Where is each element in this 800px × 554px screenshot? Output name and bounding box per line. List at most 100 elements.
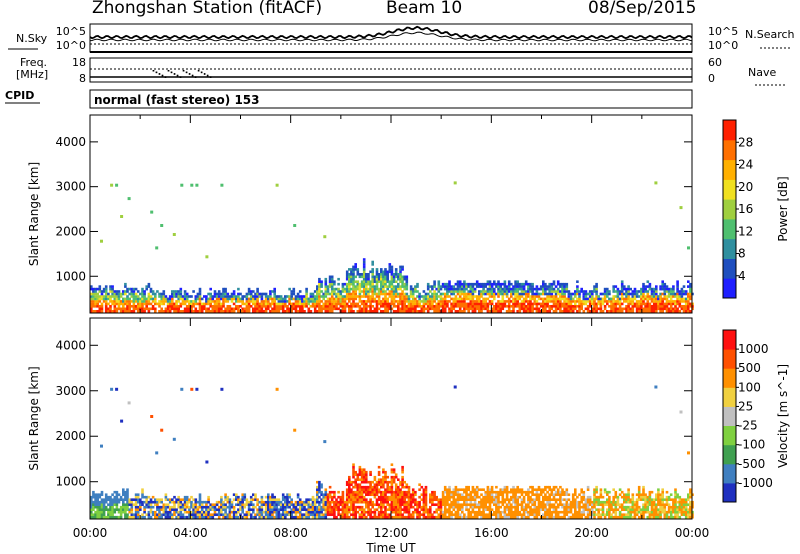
scatter-cell [633, 508, 637, 511]
scatter-cell [311, 498, 315, 501]
scatter-cell [448, 495, 451, 499]
scatter-cell [554, 515, 558, 519]
scatter-cell [659, 300, 662, 303]
scatter-cell [471, 490, 475, 494]
scatter-cell [166, 503, 170, 506]
scatter-cell [318, 505, 321, 509]
scatter-cell [663, 498, 667, 501]
scatter-cell [544, 505, 547, 509]
scatter-cell [399, 302, 402, 306]
scatter-cell [537, 510, 541, 514]
scatter-cell [473, 495, 477, 499]
scatter-cell [375, 485, 379, 489]
scatter-cell [348, 277, 351, 281]
scatter-cell [593, 285, 596, 288]
scatter-cell [424, 495, 428, 499]
scatter-cell [546, 305, 549, 308]
scatter-cell [147, 307, 151, 311]
scatter-cell [507, 290, 511, 293]
scatter-cell [354, 473, 357, 476]
scatter-cell [134, 515, 138, 519]
scatter-cell [461, 503, 464, 506]
scatter-cell [92, 297, 95, 301]
scatter-cell [348, 500, 351, 504]
scatter-cell [409, 285, 413, 288]
scatter-cell [682, 307, 686, 311]
scatter-cell [512, 500, 515, 504]
scatter-cell [469, 513, 473, 516]
scatter-cell [226, 500, 230, 504]
scatter-cell [369, 310, 372, 313]
scatter-cell [546, 285, 549, 288]
scatter-cell [382, 468, 385, 471]
scatter-cell [350, 480, 353, 484]
scatter-cell [667, 310, 671, 313]
scatter-cell [443, 513, 447, 516]
scatter-cell [149, 510, 153, 514]
scatter-cell [684, 300, 688, 303]
scatter-cell [90, 503, 93, 506]
scatter-cell [499, 510, 502, 514]
scatter-cell [198, 495, 202, 499]
scatter-cell [663, 510, 667, 514]
scatter-cell [461, 297, 464, 301]
scatter-cell [527, 302, 530, 306]
scatter-cell [452, 307, 456, 311]
scatter-cell [254, 498, 257, 501]
scatter-cell [563, 295, 566, 298]
scatter-cell [554, 285, 558, 288]
scatter-cell [437, 285, 441, 288]
scatter-cell [539, 500, 543, 504]
scatter-cell [301, 307, 304, 311]
scatter-cell [478, 508, 481, 511]
scatter-cell [365, 290, 368, 293]
scatter-cell [298, 305, 302, 308]
scatter-cell [230, 297, 234, 301]
scatter-cell [102, 510, 106, 514]
scatter-cell [94, 310, 97, 313]
scatter-cell [348, 510, 351, 514]
scatter-cell [533, 295, 537, 298]
scatter-cell [215, 307, 219, 311]
scatter-cell [448, 295, 451, 298]
scatter-cell [458, 290, 462, 293]
scatter-cell [380, 287, 383, 291]
scatter-cell [588, 290, 592, 293]
scatter-cell [207, 297, 210, 301]
scatter-cell [399, 490, 402, 494]
scatter-cell [352, 510, 355, 514]
scatter-cell [650, 500, 654, 504]
scatter-cell [527, 295, 530, 298]
scatter-cell [313, 302, 317, 306]
scatter-cell [424, 500, 428, 504]
scatter-cell [271, 505, 274, 509]
scatter-cell [463, 307, 466, 311]
scatter-cell [141, 300, 144, 303]
scatter-cell [495, 505, 498, 509]
scatter-cell [559, 290, 562, 293]
scatter-cell [441, 307, 445, 311]
scatter-cell [320, 310, 323, 313]
scatter-cell [358, 287, 362, 291]
scatter-cell [164, 295, 168, 298]
scatter-cell [456, 515, 460, 519]
scatter-cell [443, 515, 447, 519]
scatter-cell [584, 508, 588, 511]
scatter-cell [320, 282, 323, 286]
scatter-cell [612, 295, 615, 298]
scatter-cell [158, 510, 161, 514]
scatter-cell [109, 295, 112, 298]
scatter-cell [224, 287, 227, 291]
scatter-cell [635, 498, 639, 501]
scatter-cell [171, 515, 174, 519]
scatter-cell [580, 500, 583, 504]
scatter-cell [597, 508, 600, 511]
scatter-cell [595, 285, 598, 288]
scatter-cell [394, 488, 398, 491]
scatter-cell [418, 505, 421, 509]
scatter-cell [145, 305, 148, 308]
scatter-cell [454, 505, 458, 509]
scatter-cell [258, 305, 261, 308]
scatter-cell [475, 297, 479, 301]
scatter-cell [539, 302, 543, 306]
